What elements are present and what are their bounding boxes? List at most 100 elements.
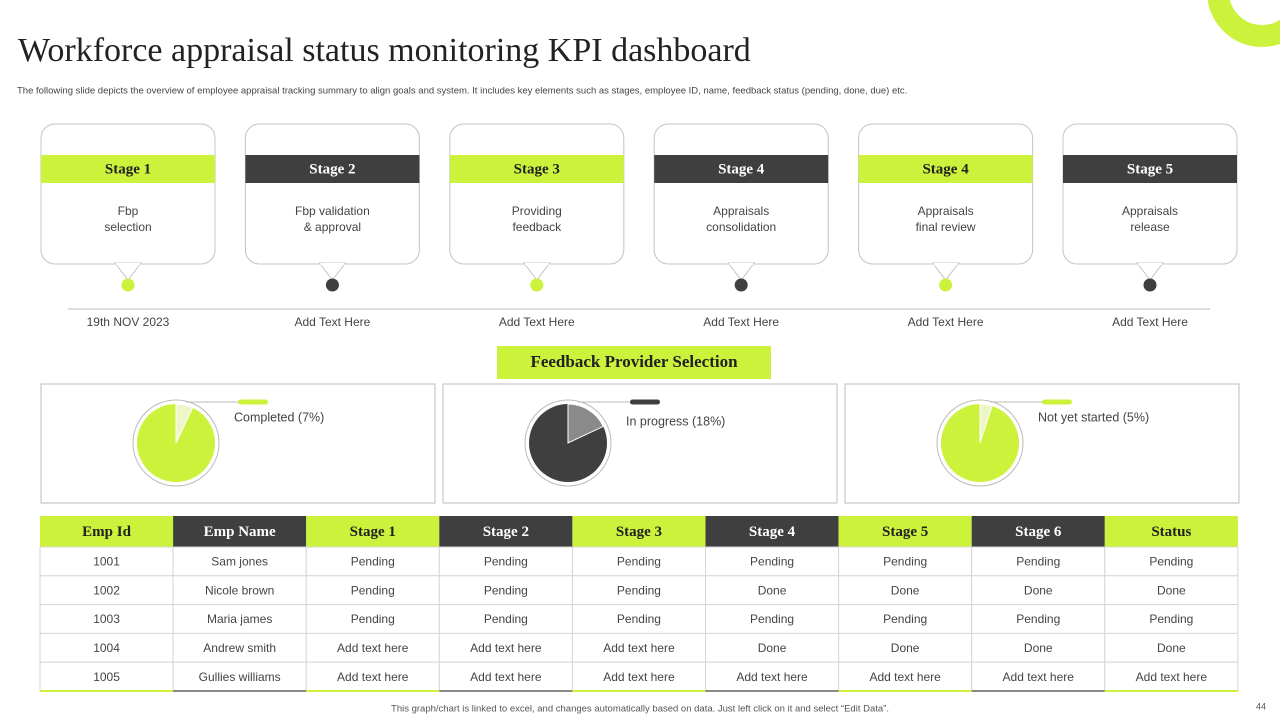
stage-text: Providing	[512, 204, 562, 218]
table-header-cell	[971, 516, 1105, 547]
table-header-cell	[572, 516, 706, 547]
stage-band	[245, 155, 420, 183]
leader-marker	[1042, 399, 1072, 405]
stage-pointer	[1135, 262, 1165, 281]
stage-dot	[734, 278, 748, 292]
table-cell	[438, 661, 573, 692]
table-header-cell	[173, 516, 307, 547]
table-header: Stage 5	[882, 524, 928, 540]
stage-card	[1062, 123, 1238, 265]
table-cell	[971, 546, 1106, 577]
table-cell	[705, 546, 840, 577]
table-cell	[39, 632, 174, 663]
table-header: Stage 2	[483, 524, 529, 540]
table-text: Nicole brown	[205, 583, 274, 597]
table-text: 1001	[93, 555, 120, 569]
pie-slice	[979, 403, 993, 444]
table-cell	[705, 575, 840, 606]
table-text: 1002	[93, 583, 120, 597]
table-text: Pending	[883, 555, 927, 569]
table-cell	[1104, 661, 1239, 692]
table-text: Maria james	[207, 612, 272, 626]
table-header-cell	[40, 516, 174, 547]
stage-card	[858, 123, 1034, 265]
table-text: Pending	[883, 612, 927, 626]
table-cell	[1104, 604, 1239, 634]
table-text: Pending	[617, 612, 661, 626]
table-text: Done	[1157, 583, 1186, 597]
table-header: Emp Name	[204, 524, 276, 540]
pie-panel	[844, 383, 1240, 504]
stage-card	[653, 123, 829, 265]
table-text: Pending	[1149, 555, 1193, 569]
stage-label: Stage 4	[922, 161, 969, 177]
table-text: Pending	[1149, 612, 1193, 626]
table-cell	[1104, 546, 1239, 577]
table-cell	[305, 604, 440, 634]
table-text: Add text here	[1136, 670, 1208, 684]
stage-card	[244, 123, 420, 265]
table-text: Sam jones	[211, 555, 268, 569]
table-text: Add text here	[736, 670, 808, 684]
table-text: Add text here	[1003, 670, 1075, 684]
stage-text: Appraisals	[918, 204, 974, 218]
stage-dot	[530, 278, 544, 292]
table-text: Done	[891, 583, 920, 597]
table-text: Pending	[750, 555, 794, 569]
pie-label: Completed (7%)	[234, 410, 324, 424]
table-text: Add text here	[603, 670, 675, 684]
table-header-cell	[705, 516, 839, 547]
stage-pointer	[113, 262, 143, 281]
table-text: Add text here	[869, 670, 941, 684]
stage-label: Stage 3	[514, 161, 560, 177]
table-cell	[838, 632, 973, 663]
table-header: Emp Id	[82, 524, 131, 540]
table-cell	[1104, 575, 1239, 606]
table-text: Done	[1024, 641, 1053, 655]
pie-label: Not yet started (5%)	[1038, 410, 1149, 424]
leader-marker	[630, 399, 660, 405]
table-text: 1003	[93, 612, 120, 626]
table-text: Pending	[1016, 612, 1060, 626]
footnote: This graph/chart is linked to excel, and…	[391, 704, 889, 715]
stage-text: release	[1130, 220, 1170, 234]
table-cell	[571, 575, 707, 606]
table-text: Pending	[484, 583, 528, 597]
table-cell	[571, 604, 707, 634]
table-text: Add text here	[337, 670, 409, 684]
stage-pointer	[727, 262, 756, 281]
stage-card	[449, 123, 625, 265]
title: Workforce appraisal status monitoring KP…	[18, 32, 751, 69]
table-cell	[1104, 632, 1239, 663]
table-header-cell	[439, 516, 573, 547]
table-cell	[39, 575, 174, 606]
stage-text: Fbp	[118, 204, 139, 218]
table-cell	[571, 632, 707, 663]
stage-pointer	[931, 262, 960, 281]
pie-label: In progress (18%)	[626, 414, 725, 428]
stage-dot	[939, 278, 953, 292]
table-cell	[571, 546, 707, 577]
stage-label: Stage 1	[105, 161, 151, 177]
stage-date: Add Text Here	[294, 315, 370, 329]
stage-text: Fbp validation	[295, 204, 370, 218]
stage-date: Add Text Here	[1112, 315, 1188, 329]
stage-band	[858, 155, 1033, 183]
stage-text: & approval	[304, 220, 361, 234]
corner-decoration	[1207, 0, 1280, 47]
stage-text: selection	[104, 220, 151, 234]
table-text: Andrew smith	[203, 641, 276, 655]
table-header-cell	[1104, 516, 1238, 547]
stage-band	[1063, 155, 1237, 183]
stage-text: consolidation	[706, 220, 776, 234]
table-text: Add text here	[337, 641, 409, 655]
stage-dot	[121, 278, 135, 292]
stage-band	[41, 155, 215, 183]
table-cell	[971, 632, 1106, 663]
subtitle: The following slide depicts the overview…	[17, 86, 907, 97]
table-text: Gullies williams	[199, 670, 281, 684]
stage-text: Appraisals	[713, 204, 769, 218]
stage-label: Stage 5	[1127, 161, 1173, 177]
table-text: Pending	[1016, 555, 1060, 569]
pie-slice	[175, 403, 194, 444]
